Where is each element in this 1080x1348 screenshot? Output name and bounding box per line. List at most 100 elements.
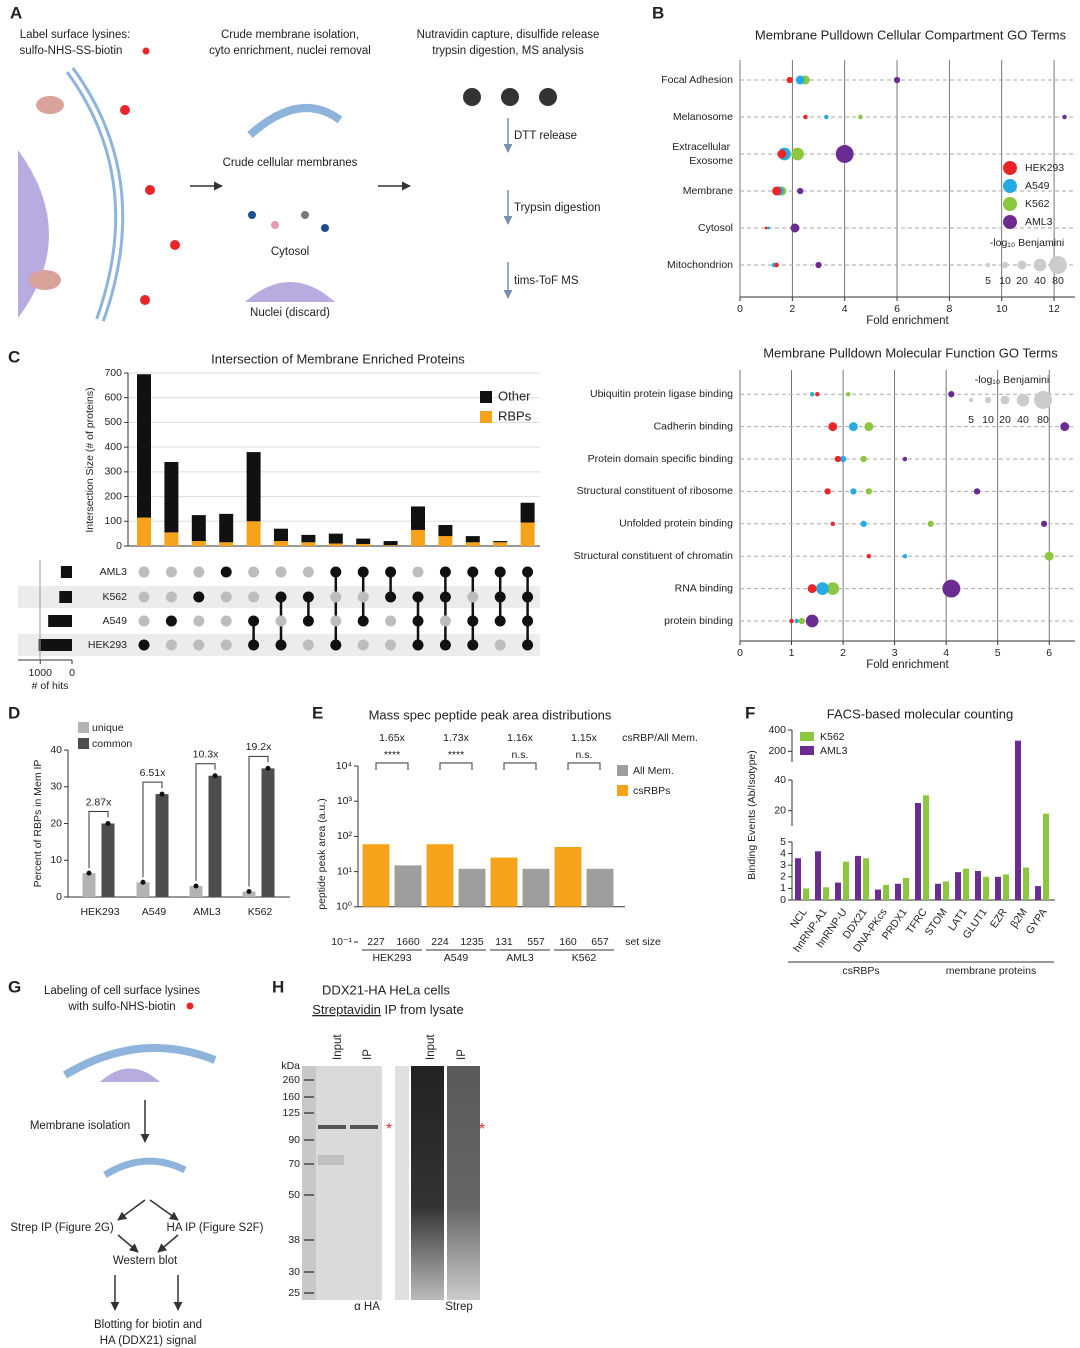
label-line: Extracellular [672, 141, 733, 153]
step-text: Blotting for biotin and [94, 1319, 202, 1331]
bubble [816, 582, 829, 595]
lane-label: Input [425, 1034, 437, 1060]
y-axis-label: Binding Events (Ab/Isotype) [746, 750, 758, 880]
bubble [767, 226, 771, 230]
matrix-dot [439, 566, 451, 578]
bubble [845, 391, 851, 397]
size-legend-bubble [1034, 391, 1052, 409]
step-text: Labeling of cell surface lysines [44, 985, 200, 997]
step-text: Strep IP (Figure 2G) [10, 1222, 113, 1234]
legend-swatch [617, 785, 628, 796]
fold-bracket [248, 755, 269, 887]
panel-label: E [312, 703, 323, 722]
category-label: Melanosome [673, 111, 733, 123]
x-tick-label: 0 [737, 303, 743, 315]
bubble [807, 584, 817, 594]
bead [539, 88, 557, 106]
bead [501, 88, 519, 106]
x-tick-label: A549 [444, 952, 469, 964]
bar [923, 795, 929, 900]
legend-label: Other [498, 388, 531, 403]
chart-title: Membrane Pulldown Molecular Function GO … [763, 345, 1058, 360]
biotin [140, 295, 150, 305]
bar-segment [246, 452, 261, 522]
fold-label: 2.87x [86, 796, 112, 808]
bar [815, 851, 821, 900]
bubble [791, 147, 804, 161]
matrix-dot [522, 615, 534, 627]
matrix-dot [302, 566, 314, 578]
bar-segment [411, 529, 425, 546]
set-tick-label: 1000 [29, 667, 53, 679]
size-legend-title: -log₁₀ Benjamini [975, 374, 1049, 386]
bubble [830, 521, 836, 527]
bar [458, 868, 486, 907]
set-size: 657 [591, 936, 609, 948]
bar [155, 794, 169, 897]
x-tick-label: HEK293 [80, 906, 119, 918]
x-tick-label: 6 [894, 303, 900, 315]
set-label: A549 [102, 615, 127, 627]
size-legend-bubble [1049, 256, 1067, 274]
bar-segment [520, 502, 535, 523]
legend-swatch [78, 722, 89, 733]
legend-label: A549 [1025, 180, 1050, 192]
bar-segment [274, 528, 288, 542]
marker-label: 160 [282, 1091, 300, 1103]
matrix-dot [302, 615, 314, 627]
bar-segment [301, 542, 316, 546]
bar-segment [493, 541, 508, 543]
category-label: Structural constituent of ribosome [577, 485, 734, 497]
marker-label: 125 [282, 1107, 300, 1119]
set-size-header: set size [625, 936, 661, 948]
bar [242, 891, 256, 897]
step-text: cyto enrichment, nuclei removal [209, 45, 371, 57]
y-tick-label: 0 [116, 540, 122, 552]
bar [995, 876, 1001, 900]
x-tick-label: 5 [995, 647, 1001, 659]
bubble [786, 76, 793, 84]
bubble [764, 226, 768, 230]
y-tick-label: 700 [104, 367, 122, 379]
fold-label: 19.2x [246, 741, 272, 753]
bar [362, 844, 390, 907]
marker-label: 90 [288, 1134, 300, 1146]
matrix-dot [412, 639, 424, 651]
y-tick-label: 1 [780, 882, 786, 894]
bar [1043, 813, 1049, 900]
bar [863, 858, 869, 900]
panel-g-schematic [62, 1002, 217, 1311]
bar-segment [383, 541, 398, 546]
category-label: Cadherin binding [654, 420, 734, 432]
y-tick-label: 4 [780, 847, 786, 859]
fold-label: 6.51x [140, 767, 166, 779]
band [318, 1155, 344, 1165]
bar [803, 888, 809, 900]
bar [903, 877, 909, 900]
chart-title: Intersection of Membrane Enriched Protei… [211, 351, 465, 366]
bar-segment [438, 524, 453, 537]
bar [101, 823, 115, 897]
significance-label: n.s. [512, 749, 529, 761]
legend-swatch [1003, 215, 1017, 229]
size-legend-label: 5 [985, 275, 991, 287]
label-line: Exosome [689, 155, 733, 167]
fold-bracket [88, 811, 109, 869]
matrix-dot [439, 639, 451, 651]
matrix-dot [220, 591, 232, 603]
sig-bracket [503, 762, 537, 770]
matrix-dot [357, 591, 369, 603]
data-point [140, 879, 146, 885]
matrix-dot [357, 566, 369, 578]
bubble [815, 261, 822, 269]
matrix-dot [467, 566, 479, 578]
bar-segment [191, 541, 206, 546]
step-text: HA IP (Figure S2F) [167, 1222, 264, 1234]
bar [943, 881, 949, 900]
bead [463, 88, 481, 106]
x-tick-label: 12 [1048, 303, 1060, 315]
bubble [798, 617, 806, 625]
panel-label: H [272, 977, 284, 996]
fold-label: 10.3x [193, 749, 219, 761]
bubble [824, 114, 829, 120]
